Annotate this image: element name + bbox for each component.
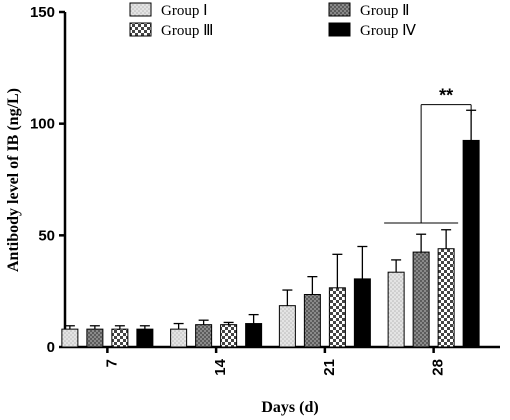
y-ticks: 0 50 100 150 — [30, 4, 65, 356]
bar — [328, 287, 346, 348]
significance-annotation: ** — [384, 86, 472, 224]
bar — [353, 278, 371, 348]
legend-swatch — [129, 22, 152, 37]
y-tick-label: 100 — [30, 116, 55, 133]
bar — [387, 271, 405, 348]
legend-label: Group Ⅰ — [161, 3, 208, 19]
y-tick-label: 50 — [38, 227, 55, 244]
significance-label: ** — [439, 86, 453, 106]
bars — [61, 109, 480, 348]
bar — [278, 305, 296, 348]
legend-swatch — [129, 2, 152, 17]
legend-swatch — [328, 2, 351, 17]
bar — [86, 328, 104, 348]
bar — [61, 328, 79, 348]
bar — [245, 323, 263, 348]
bar — [111, 328, 129, 348]
bar — [170, 328, 188, 348]
bar — [437, 248, 455, 348]
legend-swatch — [328, 22, 351, 37]
y-axis-title: Antibody level of IB (ng/L) — [5, 88, 22, 272]
axes — [63, 12, 500, 349]
bar — [195, 324, 213, 348]
x-tick-label: 14 — [212, 358, 229, 375]
bar — [220, 324, 238, 348]
bar — [303, 294, 321, 348]
legend-label: Group Ⅱ — [360, 3, 409, 19]
x-ticks: 7 14 21 28 — [103, 347, 447, 376]
bar — [136, 328, 154, 348]
y-tick-label: 0 — [47, 339, 55, 356]
legend-label: Group Ⅳ — [360, 23, 416, 39]
y-tick-label: 150 — [30, 4, 55, 21]
bar — [412, 251, 430, 348]
x-tick-label: 21 — [321, 359, 338, 376]
x-tick-label: 28 — [430, 359, 447, 376]
legend: Group Ⅰ Group Ⅱ Group Ⅲ Group Ⅳ — [129, 2, 416, 39]
x-axis-title: Days (d) — [261, 399, 318, 416]
bar — [462, 139, 480, 348]
x-tick-label: 7 — [103, 359, 120, 367]
legend-label: Group Ⅲ — [161, 23, 213, 39]
